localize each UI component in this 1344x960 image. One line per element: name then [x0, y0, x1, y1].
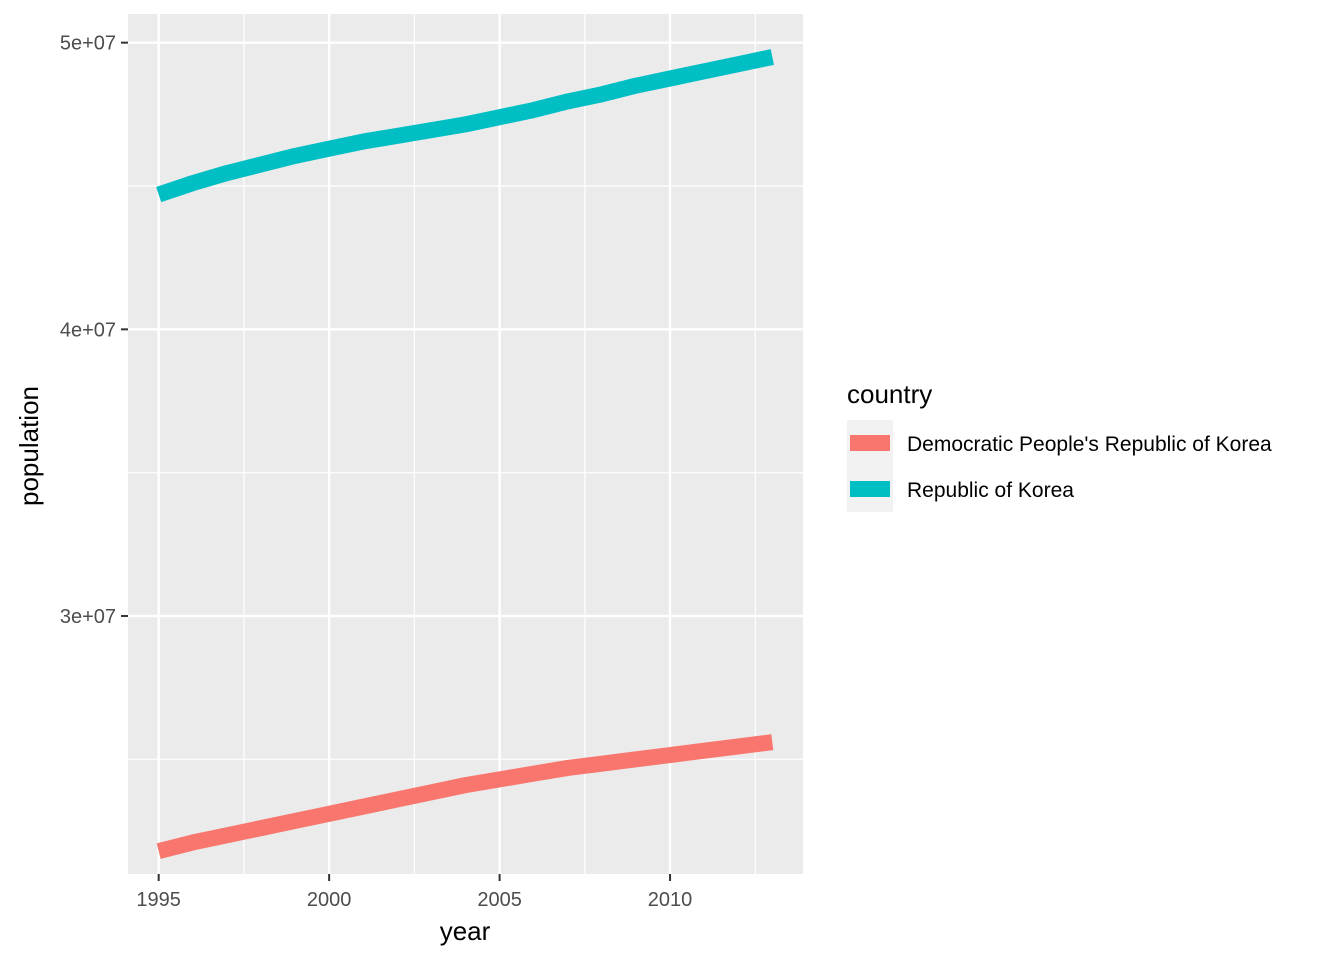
legend: country Democratic People's Republic of … — [847, 379, 1272, 512]
legend-key-background — [847, 420, 893, 512]
x-tick-label: 1995 — [136, 889, 181, 911]
series-line-0 — [156, 734, 774, 859]
x-tick-label: 2000 — [307, 889, 352, 911]
y-axis-title: population — [14, 386, 44, 506]
minor-gridlines — [128, 14, 803, 874]
legend-label-1: Republic of Korea — [907, 479, 1074, 502]
major-gridlines — [128, 14, 803, 874]
legend-label-0: Democratic People's Republic of Korea — [907, 433, 1272, 456]
x-axis-tick-labels: 1995 2000 2005 2010 — [136, 889, 692, 911]
x-tick-label: 2010 — [648, 889, 693, 911]
y-axis-tick-labels: 3e+07 4e+07 5e+07 — [60, 33, 116, 628]
x-axis-title: year — [440, 916, 491, 946]
legend-items: Democratic People's Republic of Korea Rep… — [847, 420, 1272, 512]
y-tick-label: 3e+07 — [60, 606, 116, 628]
axis-ticks — [121, 41, 672, 881]
plot-panel — [128, 14, 803, 874]
series-lines — [156, 49, 774, 859]
legend-swatch-0 — [850, 435, 890, 451]
x-tick-label: 2005 — [477, 889, 522, 911]
legend-swatch-1 — [850, 481, 890, 497]
series-line-1 — [156, 49, 774, 203]
y-tick-label: 5e+07 — [60, 33, 116, 55]
legend-title: country — [847, 379, 932, 409]
y-tick-label: 4e+07 — [60, 319, 116, 341]
